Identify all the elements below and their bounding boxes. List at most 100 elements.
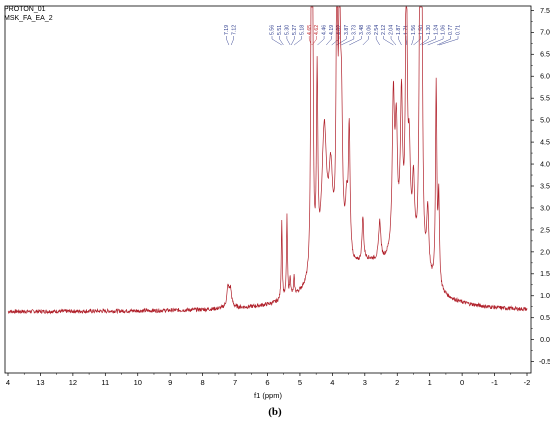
x-tick-label: 4	[330, 378, 334, 387]
peak-label: 1.06	[441, 25, 447, 35]
peak-label: 3.73	[351, 25, 357, 35]
peak-label: 1.71	[404, 25, 410, 35]
peak-label: 5.27	[292, 25, 298, 35]
peak-label: 2.54	[374, 25, 380, 35]
peak-label: 5.51	[277, 25, 283, 35]
peak-leader-line	[398, 36, 402, 46]
x-tick-label: 13	[36, 378, 44, 387]
peak-leader-line	[421, 36, 436, 46]
peak-label: 1.56	[411, 25, 417, 35]
x-tick-label: 3	[363, 378, 367, 387]
peak-leader-line	[271, 36, 282, 46]
x-tick-label: 6	[265, 378, 269, 387]
x-axis-title: f1 (ppm)	[254, 391, 282, 400]
peak-label: 7.19	[224, 25, 230, 35]
peak-label: 3.48	[359, 25, 365, 35]
y-axis: -0.5 0.0 0.5 1.0 1.5 2.0 2.5 3.0 3.5 4.0 4.5 5.0 5.5…	[531, 8, 550, 366]
x-tick-label: 8	[201, 378, 205, 387]
y-tick-label: 5.0	[540, 118, 550, 125]
plot-area	[4, 5, 532, 374]
y-tick-label: 3.0	[540, 205, 550, 212]
peak-label: 1.50	[418, 25, 424, 35]
peak-labels: 7.19 7.12 5.56 5.51 5.30 5.27 5.18 4.65 4.62 4.46…	[224, 25, 462, 46]
x-tick-label: 7	[233, 378, 237, 387]
x-tick-label: 0	[460, 378, 464, 387]
peak-label: 7.12	[231, 25, 237, 35]
peak-label: 4.02	[337, 25, 343, 35]
x-axis: 4 13 12 11 10 9 8 7 6 5 4 3 2 1 0 -1 -2	[6, 373, 530, 387]
peak-leader-line	[411, 36, 414, 46]
peak-leader-line	[226, 36, 230, 46]
x-tick-label: 1	[428, 378, 432, 387]
y-tick-label: 1.0	[540, 293, 550, 300]
peak-leader-line	[362, 36, 369, 46]
spectrum-trace	[7, 6, 528, 315]
peak-leader-line	[331, 36, 340, 46]
y-tick-label: 5.5	[540, 96, 550, 103]
peak-leader-line	[293, 36, 302, 46]
y-tick-label: 4.5	[540, 139, 550, 146]
x-tick-label: 2	[395, 378, 399, 387]
peak-label: 5.30	[284, 25, 290, 35]
peak-leader-line	[349, 36, 362, 46]
x-tick-label: -1	[491, 378, 498, 387]
y-tick-label: 0.5	[540, 315, 550, 322]
peak-label: 4.65	[307, 25, 313, 35]
peak-leader-line	[413, 36, 422, 46]
peak-label: 4.46	[322, 25, 328, 35]
y-tick-label: 6.5	[540, 52, 550, 59]
y-tick-label: 2.0	[540, 249, 550, 256]
peak-label: 1.24	[433, 25, 439, 35]
peak-leader-line	[317, 36, 325, 46]
peak-label: 3.06	[366, 25, 372, 35]
plot-frame	[4, 5, 532, 374]
peak-leader-line	[336, 36, 347, 46]
peak-label: 0.77	[448, 25, 454, 35]
x-tick-label: 11	[101, 378, 109, 387]
peak-label: 1.87	[396, 25, 402, 35]
y-tick-label: 1.5	[540, 271, 550, 278]
peak-leader-line	[383, 36, 394, 46]
x-tick-label: 9	[168, 378, 172, 387]
peak-leader-line	[375, 36, 380, 46]
peak-leader-line	[286, 36, 291, 46]
peak-label: 1.30	[426, 25, 432, 35]
peak-leader-line	[290, 36, 295, 46]
y-tick-label: 0.0	[540, 337, 550, 344]
y-tick-label: 7.0	[540, 30, 550, 37]
x-tick-label: 10	[134, 378, 142, 387]
peak-label: 4.62	[314, 25, 320, 35]
peak-leader-line	[405, 36, 407, 46]
peak-leader-line	[427, 36, 444, 46]
peak-leader-line	[439, 36, 459, 46]
peak-leader-line	[312, 36, 317, 46]
peak-leader-line	[419, 36, 429, 46]
figure-caption: (b)	[268, 406, 282, 418]
peak-leader-line	[326, 36, 332, 46]
y-tick-label: 4.0	[540, 161, 550, 168]
peak-leader-line	[390, 36, 397, 46]
sample-name: MSK_FA_EA_2	[4, 15, 53, 22]
peak-label: 5.56	[270, 25, 276, 35]
peak-label: 5.18	[299, 25, 305, 35]
x-tick-label: -2	[524, 378, 531, 387]
peak-label: 0.71	[456, 25, 462, 35]
peak-leader-line	[437, 36, 451, 46]
peak-leader-line	[279, 36, 284, 46]
experiment-name: PROTON_01	[4, 6, 46, 13]
y-tick-label: 7.5	[540, 8, 550, 15]
x-tick-label: 12	[69, 378, 77, 387]
y-tick-label: -0.5	[539, 359, 550, 366]
y-tick-label: 2.5	[540, 227, 550, 234]
x-tick-label: 5	[298, 378, 302, 387]
peak-leader-line	[230, 36, 234, 46]
peak-label: 2.12	[381, 25, 387, 35]
y-tick-label: 6.0	[540, 74, 550, 81]
peak-label: 3.87	[344, 25, 350, 35]
x-tick-label: 4	[6, 378, 10, 387]
peak-label: 2.04	[389, 25, 395, 35]
peak-label: 4.19	[329, 25, 335, 35]
y-tick-label: 3.5	[540, 183, 550, 190]
peak-leader-line	[341, 36, 355, 46]
